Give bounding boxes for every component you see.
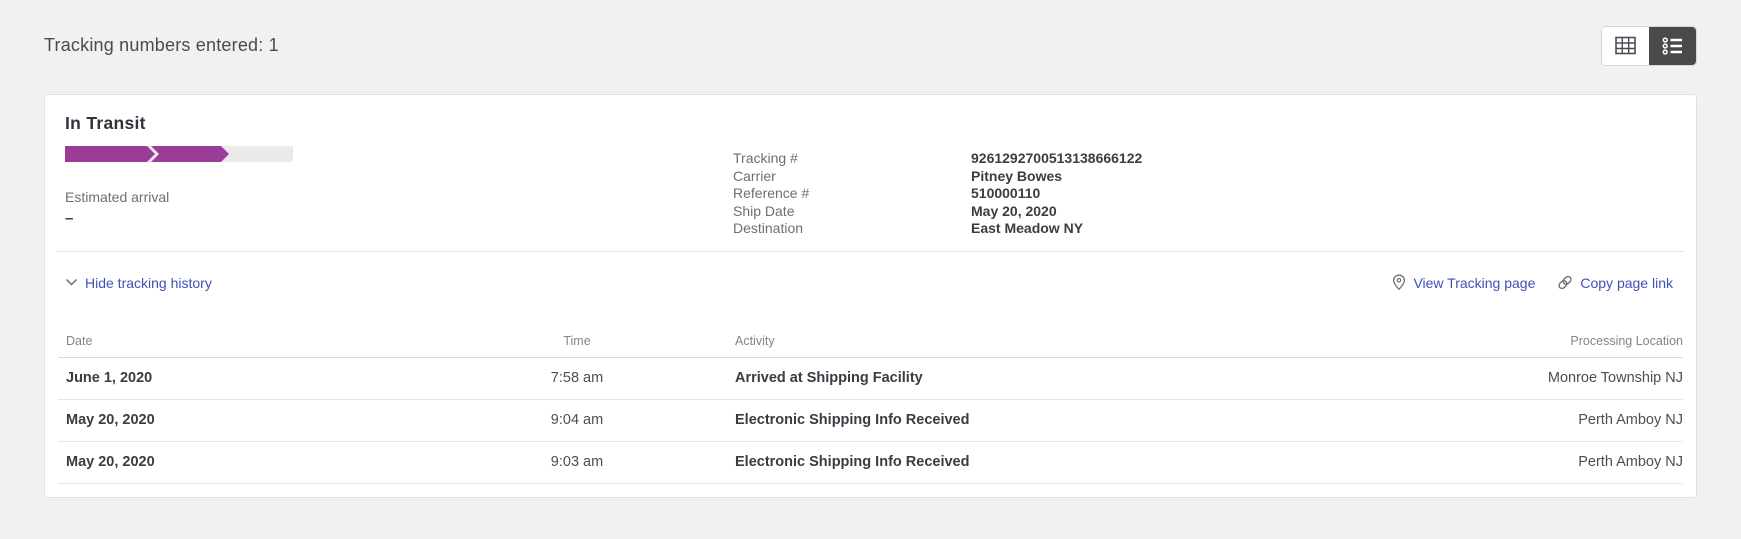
estimated-arrival-label: Estimated arrival [65, 189, 170, 205]
shipment-details: Tracking # 9261292700513138666122 Carrie… [733, 150, 1142, 251]
tracking-history-table: Date Time Activity Processing Location J… [58, 313, 1683, 484]
chevron-down-icon [65, 278, 78, 287]
ship-date-value: May 20, 2020 [971, 202, 1057, 219]
detail-label: Carrier [733, 167, 776, 184]
copy-page-link-label: Copy page link [1580, 274, 1673, 291]
detail-row-tracking: Tracking # 9261292700513138666122 [733, 150, 1142, 168]
column-header-time: Time [427, 313, 727, 358]
chain-link-icon [1557, 274, 1573, 291]
progress-bar [65, 146, 293, 162]
links-row: Hide tracking history View Tracking page [57, 251, 1684, 313]
location-pin-icon [1392, 274, 1406, 291]
table-grid-icon [1615, 36, 1636, 55]
hide-tracking-history-label: Hide tracking history [85, 274, 212, 291]
shipment-summary: In Transit Estimated arrival – Tracking … [45, 95, 1696, 251]
cell-time: 9:04 am [427, 399, 727, 442]
view-tracking-page-label: View Tracking page [1413, 274, 1536, 291]
column-header-activity: Activity [727, 313, 1327, 358]
detail-label: Destination [733, 220, 804, 236]
destination-value: East Meadow NY [971, 220, 1084, 236]
tracking-number-value: 9261292700513138666122 [971, 150, 1143, 166]
table-row: June 1, 2020 7:58 am Arrived at Shipping… [58, 357, 1683, 400]
cell-location: Perth Amboy NJ [1327, 441, 1683, 484]
cell-time: 7:58 am [427, 357, 727, 400]
column-header-processing-location: Processing Location [1327, 313, 1683, 358]
detail-label: Ship Date [733, 202, 795, 219]
grid-view-button[interactable] [1602, 26, 1649, 65]
list-icon [1662, 36, 1683, 55]
estimated-arrival-value: – [65, 210, 74, 227]
cell-activity: Electronic Shipping Info Received [727, 399, 1327, 442]
table-row: May 20, 2020 9:04 am Electronic Shipping… [58, 399, 1683, 442]
cell-activity: Electronic Shipping Info Received [727, 441, 1327, 484]
detail-label: Tracking # [733, 150, 798, 166]
cell-activity: Arrived at Shipping Facility [727, 357, 1327, 400]
table-row: May 20, 2020 9:03 am Electronic Shipping… [58, 441, 1683, 484]
cell-date: June 1, 2020 [58, 357, 427, 400]
carrier-value: Pitney Bowes [971, 167, 1063, 184]
detail-row-shipdate: Ship Date May 20, 2020 [733, 203, 1142, 221]
progress-segment-2 [151, 146, 229, 162]
detail-row-reference: Reference # 510000110 [733, 185, 1142, 203]
hide-tracking-history-link[interactable]: Hide tracking history [65, 275, 212, 291]
view-tracking-page-link[interactable]: View Tracking page [1392, 274, 1535, 291]
table-header-row: Date Time Activity Processing Location [58, 313, 1683, 358]
cell-date: May 20, 2020 [58, 441, 427, 484]
shipment-card: In Transit Estimated arrival – Tracking … [44, 94, 1697, 498]
cell-time: 9:03 am [427, 441, 727, 484]
cell-date: May 20, 2020 [58, 399, 427, 442]
detail-row-destination: Destination East Meadow NY [733, 220, 1142, 238]
topbar: Tracking numbers entered: 1 [0, 0, 1741, 66]
shipment-status: In Transit [65, 113, 146, 133]
view-toggle-group [1601, 25, 1697, 66]
detail-row-carrier: Carrier Pitney Bowes [733, 168, 1142, 186]
detail-label: Reference # [733, 185, 810, 201]
cell-location: Monroe Township NJ [1327, 357, 1683, 400]
reference-number-value: 510000110 [971, 185, 1041, 201]
copy-page-link[interactable]: Copy page link [1557, 274, 1673, 291]
column-header-date: Date [58, 313, 427, 358]
progress-segment-1 [65, 146, 155, 162]
cell-location: Perth Amboy NJ [1327, 399, 1683, 442]
page-title: Tracking numbers entered: 1 [44, 35, 279, 55]
list-view-button[interactable] [1649, 26, 1696, 65]
